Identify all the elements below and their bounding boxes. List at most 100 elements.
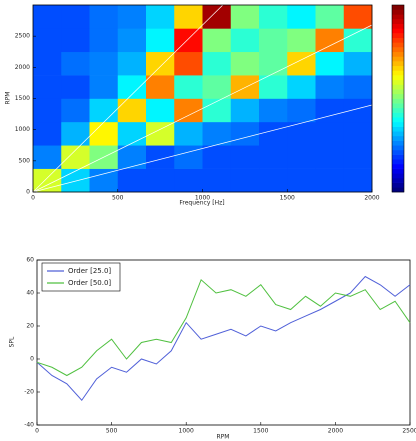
heat-cell bbox=[174, 5, 203, 29]
heat-cell bbox=[117, 145, 147, 169]
colorbar-cell bbox=[392, 75, 404, 81]
colorbar-cell bbox=[392, 149, 404, 155]
heat-cell bbox=[287, 51, 316, 76]
x-tick-label: 2000 bbox=[364, 195, 379, 202]
heat-cell bbox=[146, 145, 175, 169]
heat-cell bbox=[117, 121, 147, 146]
heat-cell bbox=[259, 51, 288, 76]
x-tick-label: 1500 bbox=[253, 428, 268, 435]
colorbar-cell bbox=[392, 47, 404, 53]
heat-cell bbox=[146, 5, 175, 29]
heat-cell bbox=[259, 168, 288, 193]
series-line bbox=[36, 275, 411, 402]
colorbar-cell bbox=[392, 65, 404, 71]
colorbar-cell bbox=[392, 51, 404, 57]
x-axis-label: RPM bbox=[217, 434, 230, 441]
colorbar-cell bbox=[392, 19, 404, 24]
legend-label: Order [25.0] bbox=[68, 267, 111, 275]
heat-cell bbox=[174, 98, 203, 123]
heat-cell bbox=[89, 121, 119, 146]
y-tick-label: 40 bbox=[26, 290, 34, 297]
heat-cell bbox=[315, 98, 345, 123]
heat-cell bbox=[202, 28, 232, 53]
heat-cell bbox=[89, 75, 119, 99]
colorbar-cell bbox=[392, 131, 404, 137]
colorbar-cell bbox=[392, 145, 404, 151]
x-tick-label: 500 bbox=[106, 428, 118, 435]
colorbar-cell bbox=[392, 154, 404, 160]
colorbar-cell bbox=[392, 93, 404, 99]
heat-cell bbox=[202, 168, 232, 193]
heat-cell bbox=[146, 98, 175, 123]
colorbar-cell bbox=[392, 14, 404, 20]
heat-cell bbox=[259, 98, 288, 123]
heat-cell bbox=[174, 51, 203, 76]
colorbar-cell bbox=[392, 5, 404, 10]
x-tick-label: 2500 bbox=[402, 428, 416, 435]
y-tick-label: 0 bbox=[26, 189, 30, 196]
x-tick-label: 0 bbox=[35, 428, 39, 435]
heat-cell bbox=[89, 98, 119, 123]
heat-cell bbox=[117, 98, 147, 123]
colorbar-cell bbox=[392, 61, 404, 67]
colorbar-cell bbox=[392, 84, 404, 90]
heat-cell bbox=[174, 168, 203, 193]
heat-cell bbox=[61, 75, 90, 99]
heat-cell bbox=[202, 121, 232, 146]
x-axis-label: Frequency [Hz] bbox=[179, 200, 224, 207]
y-axis-label: RPM bbox=[5, 92, 12, 105]
y-tick-label: 1500 bbox=[15, 95, 30, 102]
heat-cell bbox=[174, 121, 203, 146]
heat-cell bbox=[315, 121, 345, 146]
colorbar-cell bbox=[392, 173, 404, 179]
heat-cell bbox=[202, 75, 232, 99]
x-tick-label: 1000 bbox=[179, 428, 194, 435]
heat-cell bbox=[287, 121, 316, 146]
heat-cell bbox=[146, 51, 175, 76]
heat-cell bbox=[174, 145, 203, 169]
order-line bbox=[32, 4, 224, 193]
heat-cell bbox=[287, 168, 316, 193]
y-tick-label: -40 bbox=[24, 422, 34, 429]
x-tick-label: 2000 bbox=[328, 428, 343, 435]
y-tick-label: 20 bbox=[26, 323, 34, 330]
colorbar-cell bbox=[392, 112, 404, 118]
heat-cell bbox=[343, 98, 373, 123]
y-tick-label: 1000 bbox=[15, 126, 30, 133]
heat-cell bbox=[61, 5, 90, 29]
heat-cell bbox=[230, 51, 260, 76]
colorbar-cell bbox=[392, 56, 404, 62]
heat-cell bbox=[343, 51, 373, 76]
heat-cell bbox=[259, 75, 288, 99]
colorbar-cell bbox=[392, 98, 404, 104]
heat-cell bbox=[315, 168, 345, 193]
heat-cell bbox=[230, 98, 260, 123]
colorbar-cell bbox=[392, 37, 404, 43]
plot-frame bbox=[32, 4, 373, 193]
heat-cell bbox=[33, 51, 62, 76]
heat-cell bbox=[117, 28, 147, 53]
colorbar-cell bbox=[392, 9, 404, 15]
heat-cell bbox=[202, 51, 232, 76]
heat-cell bbox=[33, 75, 62, 99]
heat-cell bbox=[117, 168, 147, 193]
heat-cell bbox=[343, 75, 373, 99]
x-tick-label: 1000 bbox=[195, 195, 210, 202]
heat-cell bbox=[33, 5, 62, 29]
y-tick-label: 60 bbox=[26, 257, 34, 264]
heat-cell bbox=[117, 75, 147, 99]
heat-cell bbox=[146, 75, 175, 99]
heat-cell bbox=[287, 98, 316, 123]
colorbar-cell bbox=[392, 177, 404, 183]
heat-cell bbox=[202, 98, 232, 123]
heat-cell bbox=[315, 5, 345, 29]
heat-cell bbox=[202, 5, 232, 29]
heat-cell bbox=[61, 121, 90, 146]
heat-cell bbox=[61, 168, 90, 193]
colorbar-cell bbox=[392, 168, 404, 174]
heat-cell bbox=[61, 98, 90, 123]
heat-cell bbox=[89, 28, 119, 53]
y-tick-label: -20 bbox=[24, 389, 34, 396]
